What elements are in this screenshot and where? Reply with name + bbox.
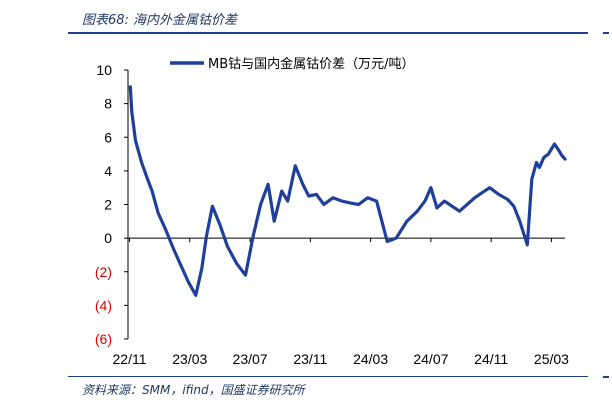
bottom-rule [68, 376, 588, 377]
y-tick-label: 2 [104, 197, 112, 213]
y-tick-label: 4 [104, 163, 112, 179]
y-tick-label: 8 [104, 96, 112, 112]
y-tick-label: 6 [104, 129, 112, 145]
x-tick-label: 24/07 [413, 351, 448, 367]
x-tick-label: 22/11 [113, 351, 147, 367]
x-tick-label: 25/03 [534, 351, 569, 367]
x-tick-label: 23/03 [172, 351, 207, 367]
source-note: 资料来源：SMM，ifind，国盛证券研究所 [82, 383, 305, 397]
y-tick-label: (6) [95, 331, 112, 347]
y-tick-label: (2) [95, 264, 112, 280]
y-tick-label: 0 [104, 230, 112, 246]
y-tick-label: 10 [96, 62, 112, 78]
axes-group: 10 8 6 4 2 0 (2) (4) (6)22/11 23/03 23/07 23/11 24/0… [95, 62, 569, 367]
legend: MB钴与国内金属钴价差（万元/吨） [170, 56, 415, 72]
x-tick-label: 24/11 [474, 351, 508, 367]
legend-label: MB钴与国内金属钴价差（万元/吨） [208, 56, 415, 72]
x-tick-label: 23/07 [233, 351, 268, 367]
top-edge-mark [603, 32, 609, 34]
bottom-edge-mark [603, 376, 609, 378]
figure-title: 图表68: 海内外金属钴价差 [82, 13, 238, 28]
x-tick-label: 24/03 [353, 351, 388, 367]
top-rule [68, 32, 588, 34]
x-tick-label: 23/11 [293, 351, 327, 367]
series-line-0 [128, 85, 567, 297]
series-layer [128, 85, 567, 297]
y-tick-label: (4) [95, 297, 112, 313]
